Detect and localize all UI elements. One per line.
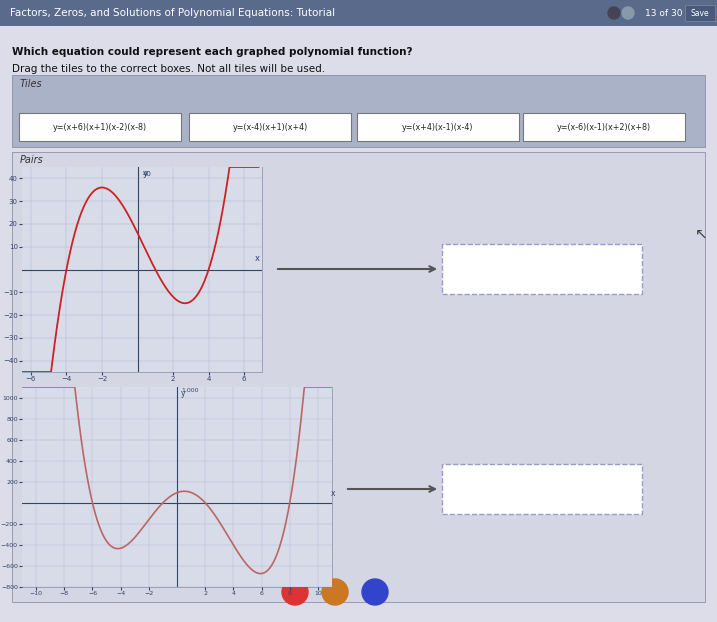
Bar xyxy=(0,0,717,26)
Text: 13 of 30: 13 of 30 xyxy=(645,9,683,17)
Text: Drag the tiles to the correct boxes. Not all tiles will be used.: Drag the tiles to the correct boxes. Not… xyxy=(12,64,325,74)
Text: 1,000: 1,000 xyxy=(181,388,199,393)
Bar xyxy=(22,167,262,372)
Circle shape xyxy=(608,7,620,19)
Text: Save: Save xyxy=(690,9,709,17)
Bar xyxy=(12,75,705,147)
Text: ↖: ↖ xyxy=(695,226,708,241)
Circle shape xyxy=(322,579,348,605)
Text: y=(x-6)(x-1)(x+2)(x+8): y=(x-6)(x-1)(x+2)(x+8) xyxy=(557,123,651,131)
Text: Factors, Zeros, and Solutions of Polynomial Equations: Tutorial: Factors, Zeros, and Solutions of Polynom… xyxy=(10,8,335,18)
Text: y: y xyxy=(181,389,186,398)
Text: Pairs: Pairs xyxy=(20,155,44,165)
Text: y=(x+6)(x+1)(x-2)(x-8): y=(x+6)(x+1)(x-2)(x-8) xyxy=(53,123,147,131)
Text: x: x xyxy=(255,254,260,262)
FancyBboxPatch shape xyxy=(523,113,685,141)
FancyBboxPatch shape xyxy=(357,113,519,141)
Circle shape xyxy=(622,7,634,19)
Text: 40: 40 xyxy=(143,171,152,177)
Circle shape xyxy=(362,579,388,605)
Text: y=(x+4)(x-1)(x-4): y=(x+4)(x-1)(x-4) xyxy=(402,123,474,131)
Text: y=(x-4)(x+1)(x+4): y=(x-4)(x+1)(x+4) xyxy=(232,123,308,131)
Text: y: y xyxy=(143,169,148,179)
Bar xyxy=(22,387,332,587)
Circle shape xyxy=(282,579,308,605)
FancyBboxPatch shape xyxy=(19,113,181,141)
Bar xyxy=(12,152,705,602)
Text: Which equation could represent each graphed polynomial function?: Which equation could represent each grap… xyxy=(12,47,412,57)
Bar xyxy=(685,5,715,21)
FancyBboxPatch shape xyxy=(442,244,642,294)
Text: x: x xyxy=(331,488,335,498)
FancyBboxPatch shape xyxy=(442,464,642,514)
FancyBboxPatch shape xyxy=(189,113,351,141)
Text: Tiles: Tiles xyxy=(20,79,42,89)
